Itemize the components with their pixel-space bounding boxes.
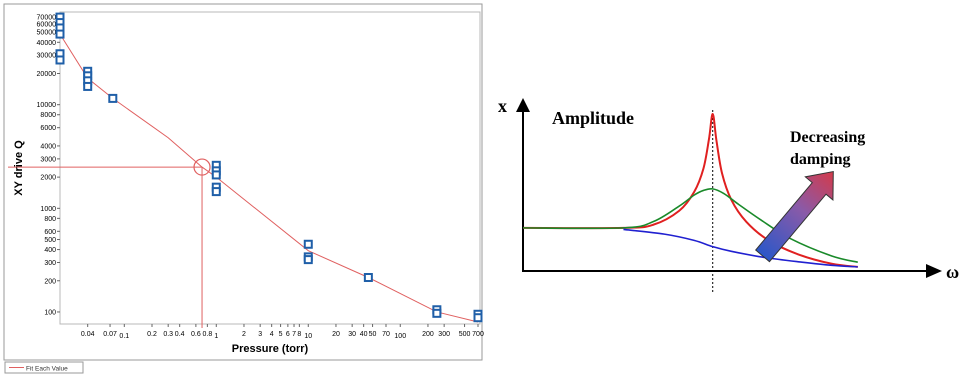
data-point-marker (211, 170, 221, 180)
x-tick-label: 100 (394, 333, 406, 340)
x-tick-label: 70 (382, 331, 390, 338)
y-tick-label: 70000 (37, 15, 57, 22)
x-tick-label: 50 (369, 331, 377, 338)
decreasing-damping-arrow (754, 170, 834, 263)
x-tick-label: 5 (279, 331, 283, 338)
y-tick-label: 8000 (40, 112, 56, 119)
x-tick-label: 1 (214, 333, 218, 340)
right-chart: x ω Amplitude Decreasing damping (498, 96, 959, 292)
x-tick-label: 7 (292, 331, 296, 338)
x-tick-label: 30 (348, 331, 356, 338)
x-tick-label: 200 (422, 331, 434, 338)
y-axis-label: XY drive Q (13, 140, 25, 196)
y-tick-label: 1000 (40, 206, 56, 213)
highlight-circle (193, 158, 211, 176)
curve-medium-damping (522, 187, 858, 263)
legend-label: Fit Each Value (26, 366, 68, 373)
x-tick-label: 0.07 (103, 331, 117, 338)
y-tick-label: 20000 (37, 71, 57, 78)
x-tick-label: 40 (360, 331, 368, 338)
x-tick-label: 6 (286, 331, 290, 338)
x-tick-label: 2 (242, 331, 246, 338)
data-point-marker (473, 313, 483, 323)
x-tick-label: 0.04 (81, 331, 95, 338)
x-axis-ticks: 0.04 0.07 0.1 0.2 0.3 0.4 0.6 0.8 1 2 3 4 5 6 7 8 10 20 30… (81, 324, 484, 340)
y-tick-label: 2000 (40, 175, 56, 182)
y-tick-label: 300 (44, 260, 56, 267)
highlight-guides (8, 158, 211, 328)
x-axis-label-omega: ω (946, 262, 959, 282)
data-point-marker (83, 81, 93, 91)
data-point-marker (303, 255, 313, 265)
y-tick-label: 10000 (37, 102, 57, 109)
data-point-marker (432, 308, 442, 318)
x-axis-label: Pressure (torr) (232, 343, 309, 355)
y-axis-label-x: x (498, 96, 507, 116)
left-chart: 1002003004005006008001000200030004000600… (3, 3, 484, 374)
y-tick-label: 200 (44, 278, 56, 285)
x-tick-label: 300 (438, 331, 450, 338)
x-tick-label: 3 (258, 331, 262, 338)
data-point-marker (55, 55, 65, 65)
y-tick-label: 50000 (37, 30, 57, 37)
y-tick-label: 4000 (40, 143, 56, 150)
annotation-line-1: Decreasing (790, 129, 865, 146)
data-point-marker (303, 239, 313, 249)
y-tick-label: 6000 (40, 125, 56, 132)
plot-area-border (59, 11, 481, 325)
y-tick-label: 800 (44, 216, 56, 223)
y-tick-label: 40000 (37, 40, 57, 47)
legend: Fit Each Value (4, 361, 84, 374)
x-tick-label: 10 (304, 333, 312, 340)
y-tick-label: 500 (44, 237, 56, 244)
fit-line-group (59, 33, 479, 323)
y-tick-label: 100 (44, 309, 56, 316)
x-tick-label: 8 (297, 331, 301, 338)
damping-arrow-shape (754, 170, 834, 263)
x-tick-label: 0.4 (175, 331, 185, 338)
data-point-marker (55, 29, 65, 39)
data-point-marker (211, 187, 221, 197)
y-tick-label: 400 (44, 247, 56, 254)
data-markers (55, 12, 483, 323)
y-tick-label: 30000 (37, 53, 57, 60)
x-tick-label: 0.1 (119, 333, 129, 340)
y-axis-arrowhead (516, 98, 530, 112)
data-point-marker (363, 273, 373, 283)
x-tick-label: 0.8 (203, 331, 213, 338)
x-tick-label: 4 (270, 331, 274, 338)
legend-box (4, 361, 84, 374)
x-tick-label: 0.3 (163, 331, 173, 338)
x-axis-arrowhead (926, 264, 942, 278)
x-tick-label: 0.6 (191, 331, 201, 338)
y-tick-label: 60000 (37, 22, 57, 29)
chart-title-amplitude: Amplitude (552, 108, 634, 128)
fit-line (59, 33, 479, 323)
y-tick-label: 600 (44, 229, 56, 236)
x-tick-label: 20 (332, 331, 340, 338)
y-tick-label: 3000 (40, 156, 56, 163)
left-chart-frame (3, 3, 483, 361)
annotation-line-2: damping (790, 151, 850, 168)
x-tick-label: 700 (472, 331, 484, 338)
data-point-marker (108, 93, 118, 103)
x-tick-label: 0.2 (147, 331, 157, 338)
x-tick-label: 500 (459, 331, 471, 338)
curve-high-damping (623, 228, 858, 268)
